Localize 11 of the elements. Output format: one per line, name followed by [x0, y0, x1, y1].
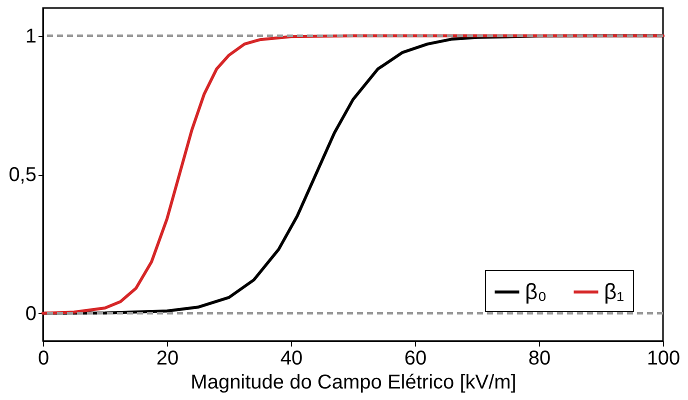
x-tick-label: 60 [404, 348, 427, 370]
x-tick-label: 40 [280, 348, 303, 370]
x-tick-label: 100 [646, 348, 680, 370]
y-tick-label: 1 [25, 25, 36, 48]
x-tick-label: 80 [528, 348, 551, 370]
y-tick-label: 0,5 [8, 164, 36, 186]
legend-label: β₁ [604, 279, 624, 304]
y-tick-label: 0 [25, 302, 36, 325]
legend-label: β₀ [525, 279, 547, 304]
x-axis-title: Magnitude do Campo Elétrico [kV/m] [190, 372, 516, 394]
x-tick-label: 20 [156, 348, 179, 370]
